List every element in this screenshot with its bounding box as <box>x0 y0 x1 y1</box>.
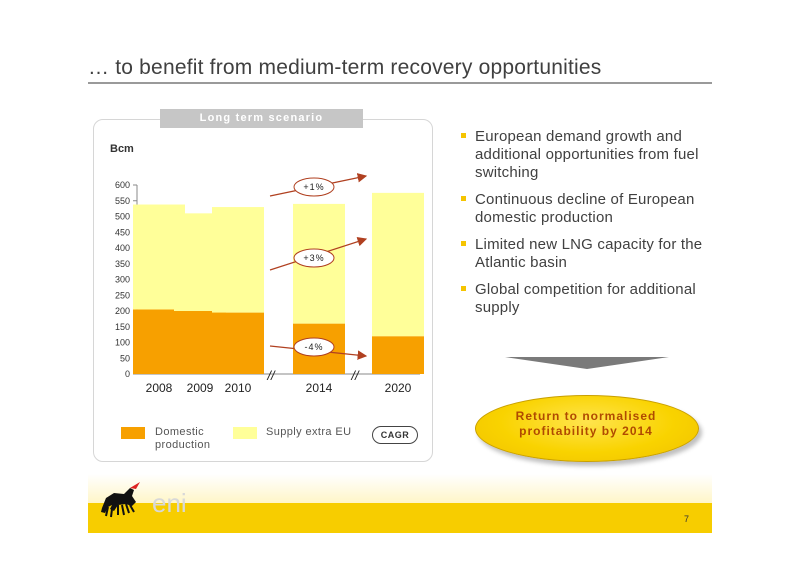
bullet-square-icon <box>461 133 466 138</box>
legend-label-domestic: Domestic production <box>155 426 211 451</box>
cagr-badge: CAGR <box>372 426 418 444</box>
slide-title: … to benefit from medium-term recovery o… <box>88 56 602 79</box>
footer-band <box>88 503 712 533</box>
x-tick-label: 2020 <box>385 381 412 395</box>
page-number: 7 <box>684 514 690 524</box>
bullet-text: Global competition for additional supply <box>475 281 696 316</box>
cagr-label: +1% <box>303 182 324 192</box>
y-tick-label: 100 <box>115 338 130 348</box>
legend-swatch-domestic <box>121 427 145 439</box>
x-tick-label: 2010 <box>225 381 252 395</box>
bullet-text: Continuous decline of European domestic … <box>475 191 695 226</box>
y-tick-label: 50 <box>120 353 130 363</box>
y-tick-label: 400 <box>115 243 130 253</box>
unit-label: Bcm <box>110 143 134 155</box>
y-tick-label: 150 <box>115 322 130 332</box>
x-tick-label: 2008 <box>146 381 173 395</box>
down-arrow-icon <box>505 357 669 369</box>
cagr-bubble <box>293 177 335 197</box>
eni-logo: eni <box>101 482 187 518</box>
y-tick-label: 300 <box>115 275 130 285</box>
bullet-item: Global competition for additional supply <box>460 281 720 317</box>
bullet-item: Limited new LNG capacity for the Atlanti… <box>460 236 720 272</box>
bullet-list: European demand growth and additional op… <box>460 128 720 326</box>
y-tick-label: 550 <box>115 196 130 206</box>
x-tick-label: 2014 <box>306 381 333 395</box>
cagr-bubble <box>293 248 335 268</box>
conclusion-ellipse <box>475 395 699 462</box>
y-tick-label: 600 <box>115 180 130 190</box>
bar-supply-extra-eu <box>212 207 264 313</box>
conclusion-text: Return to normalised profitability by 20… <box>475 409 697 439</box>
footer-fade <box>88 474 712 503</box>
bar-domestic-production <box>212 312 264 374</box>
bar-domestic-production <box>372 336 424 374</box>
y-tick-label: 200 <box>115 306 130 316</box>
bullet-square-icon <box>461 286 466 291</box>
bullet-square-icon <box>461 196 466 201</box>
y-tick-label: 250 <box>115 290 130 300</box>
conclusion-line-2: profitability by 2014 <box>519 424 653 438</box>
bullet-text: Limited new LNG capacity for the Atlanti… <box>475 236 703 271</box>
legend-label-extra: Supply extra EU <box>266 426 352 438</box>
title-divider <box>88 82 712 84</box>
legend-swatch-extra <box>233 427 257 439</box>
y-tick-label: 0 <box>125 369 130 379</box>
cagr-label: +3% <box>303 253 324 263</box>
bullet-square-icon <box>461 241 466 246</box>
scenario-tab: Long term scenario <box>160 109 363 128</box>
six-legged-dog-icon <box>101 482 140 518</box>
bar-supply-extra-eu <box>372 192 424 337</box>
eni-logo-text: eni <box>152 488 187 518</box>
y-tick-label: 350 <box>115 259 130 269</box>
y-tick-label: 500 <box>115 212 130 222</box>
y-tick-label: 450 <box>115 227 130 237</box>
bullet-text: European demand growth and additional op… <box>475 128 699 181</box>
axis-break-mark: // <box>266 368 276 383</box>
x-tick-label: 2009 <box>187 381 214 395</box>
bullet-item: European demand growth and additional op… <box>460 128 720 182</box>
conclusion-line-1: Return to normalised <box>515 409 657 423</box>
axis-break-mark: // <box>350 368 360 383</box>
cagr-bubble <box>293 337 335 357</box>
cagr-label: -4% <box>304 342 323 352</box>
bullet-item: Continuous decline of European domestic … <box>460 191 720 227</box>
